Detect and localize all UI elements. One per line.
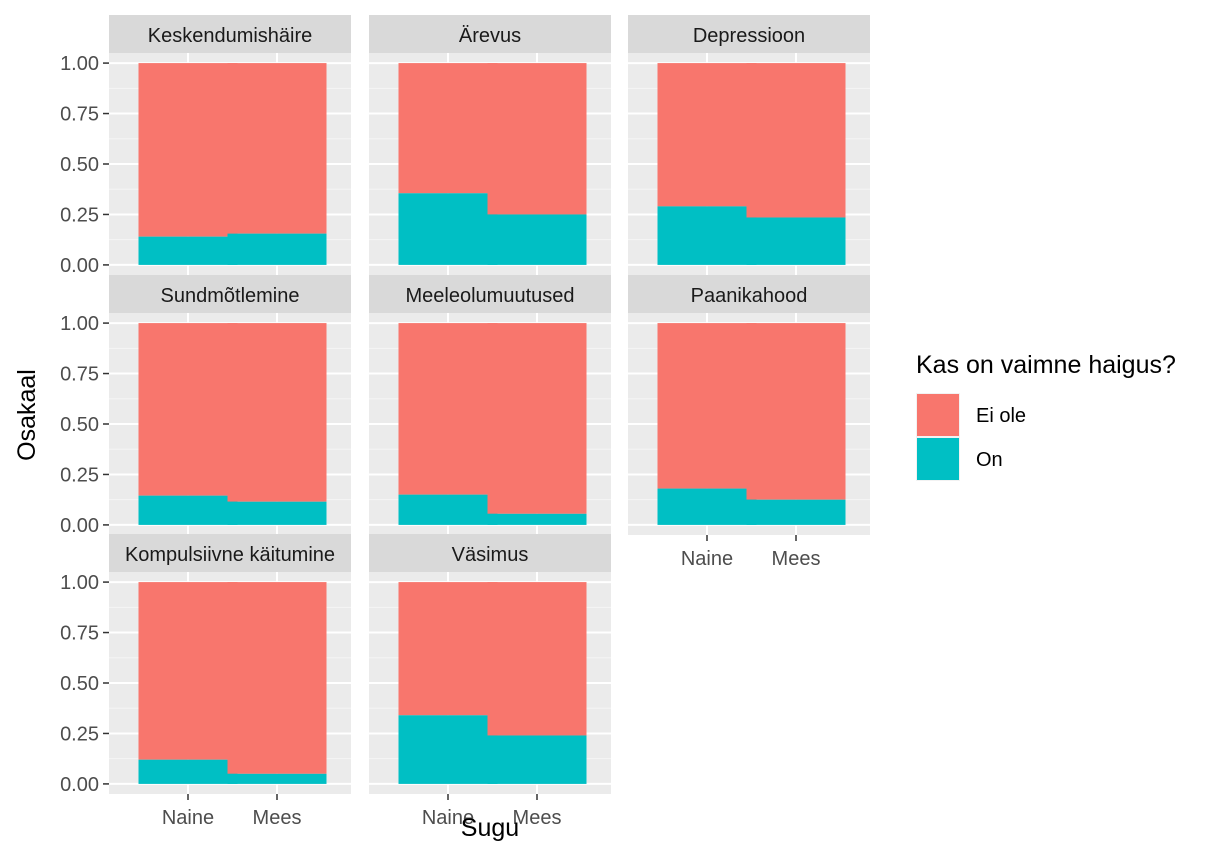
facet-strip — [369, 534, 611, 572]
y-tick-label: 1.00 — [60, 572, 99, 594]
legend-item-label: On — [976, 449, 1003, 471]
facet-strip — [628, 275, 870, 313]
x-tick-label: Naine — [162, 807, 214, 829]
y-tick-label: 0.50 — [60, 414, 99, 436]
bar-ei-ole — [138, 63, 238, 237]
facet-strip — [628, 15, 870, 53]
bar-ei-ole — [398, 323, 498, 495]
bar-on — [487, 513, 587, 525]
y-axis-title: Osakaal — [13, 369, 41, 461]
facet-strip — [109, 275, 351, 313]
facet-strip — [109, 15, 351, 53]
bar-on — [746, 217, 846, 265]
facet-panel: Ärevus — [369, 15, 611, 275]
bar-on — [398, 715, 498, 784]
facet-panel: Meeleolumuutused — [369, 275, 611, 535]
bar-on — [487, 735, 587, 784]
bar-on — [138, 759, 238, 784]
facet-panel: Sundmõtlemine 0.00 0.25 0.50 0.75 1.00 — [60, 275, 351, 537]
bar-on — [398, 193, 498, 265]
y-tick-label: 0.75 — [60, 623, 99, 645]
bar-on — [398, 494, 498, 525]
facet-strip-label: Meeleolumuutused — [406, 285, 575, 307]
y-tick-label: 1.00 — [60, 313, 99, 335]
x-tick-label: Naine — [422, 807, 474, 829]
bar-ei-ole — [398, 582, 498, 716]
facet-strip — [369, 15, 611, 53]
bar-on — [657, 488, 757, 525]
facet-strip-label: Kompulsiivne käitumine — [125, 544, 335, 566]
bar-ei-ole — [746, 63, 846, 218]
bar-on — [227, 233, 327, 265]
legend-item-label: Ei ole — [976, 405, 1026, 427]
x-tick-label: Mees — [513, 807, 562, 829]
x-tick-label: Mees — [253, 807, 302, 829]
bar-ei-ole — [138, 323, 238, 496]
bar-ei-ole — [746, 323, 846, 500]
y-tick-label: 0.50 — [60, 154, 99, 176]
y-tick-label: 0.75 — [60, 104, 99, 126]
bar-on — [657, 206, 757, 265]
bar-on — [138, 236, 238, 265]
y-tick-label: 0.00 — [60, 774, 99, 796]
y-tick-label: 0.75 — [60, 364, 99, 386]
bar-on — [138, 495, 238, 525]
bar-ei-ole — [657, 323, 757, 489]
facet-strip-label: Paanikahood — [691, 285, 808, 307]
x-tick-label: Mees — [772, 548, 821, 570]
bar-on — [487, 214, 587, 265]
legend: Kas on vaimne haigus? Ei ole On — [916, 351, 1176, 481]
x-tick-label: Naine — [681, 548, 733, 570]
y-tick-label: 0.00 — [60, 255, 99, 277]
facet-panel: Depressioon — [628, 15, 870, 275]
y-tick-label: 0.25 — [60, 723, 99, 745]
bar-ei-ole — [227, 323, 327, 502]
facet-panel: Kompulsiivne käitumine 0.00 0.25 0.50 0.75 1.… — [60, 534, 351, 829]
bar-ei-ole — [657, 63, 757, 207]
facet-strip-label: Depressioon — [693, 25, 805, 47]
bar-ei-ole — [227, 63, 327, 234]
bar-ei-ole — [398, 63, 498, 194]
facet-panels: Keskendumishäire 0.00 0.25 0.50 0.75 1.00 Ärev… — [60, 15, 870, 829]
bar-ei-ole — [487, 323, 587, 514]
facet-strip-label: Keskendumishäire — [148, 25, 313, 47]
legend-title: Kas on vaimne haigus? — [916, 351, 1176, 379]
facet-panel: Paanikahood Naine Mees — [628, 275, 870, 570]
bar-on — [227, 773, 327, 784]
facet-strip-label: Väsimus — [452, 544, 529, 566]
facet-strip-label: Sundmõtlemine — [161, 285, 300, 307]
y-tick-label: 0.25 — [60, 204, 99, 226]
bar-ei-ole — [138, 582, 238, 760]
y-tick-label: 0.25 — [60, 464, 99, 486]
bar-ei-ole — [487, 63, 587, 215]
x-axis-title: Sugu — [461, 814, 519, 842]
legend-key-swatch — [917, 438, 959, 480]
facet-strip — [369, 275, 611, 313]
bar-on — [746, 499, 846, 525]
bar-on — [227, 501, 327, 525]
y-tick-label: 1.00 — [60, 53, 99, 75]
facet-strip-label: Ärevus — [459, 25, 521, 47]
legend-key-swatch — [917, 394, 959, 436]
y-tick-label: 0.50 — [60, 673, 99, 695]
y-tick-label: 0.00 — [60, 515, 99, 537]
facet-strip — [109, 534, 351, 572]
bar-ei-ole — [487, 582, 587, 736]
bar-ei-ole — [227, 582, 327, 774]
facet-panel: Väsimus Naine Mees — [369, 534, 611, 829]
facet-panel: Keskendumishäire 0.00 0.25 0.50 0.75 1.00 — [60, 15, 351, 277]
